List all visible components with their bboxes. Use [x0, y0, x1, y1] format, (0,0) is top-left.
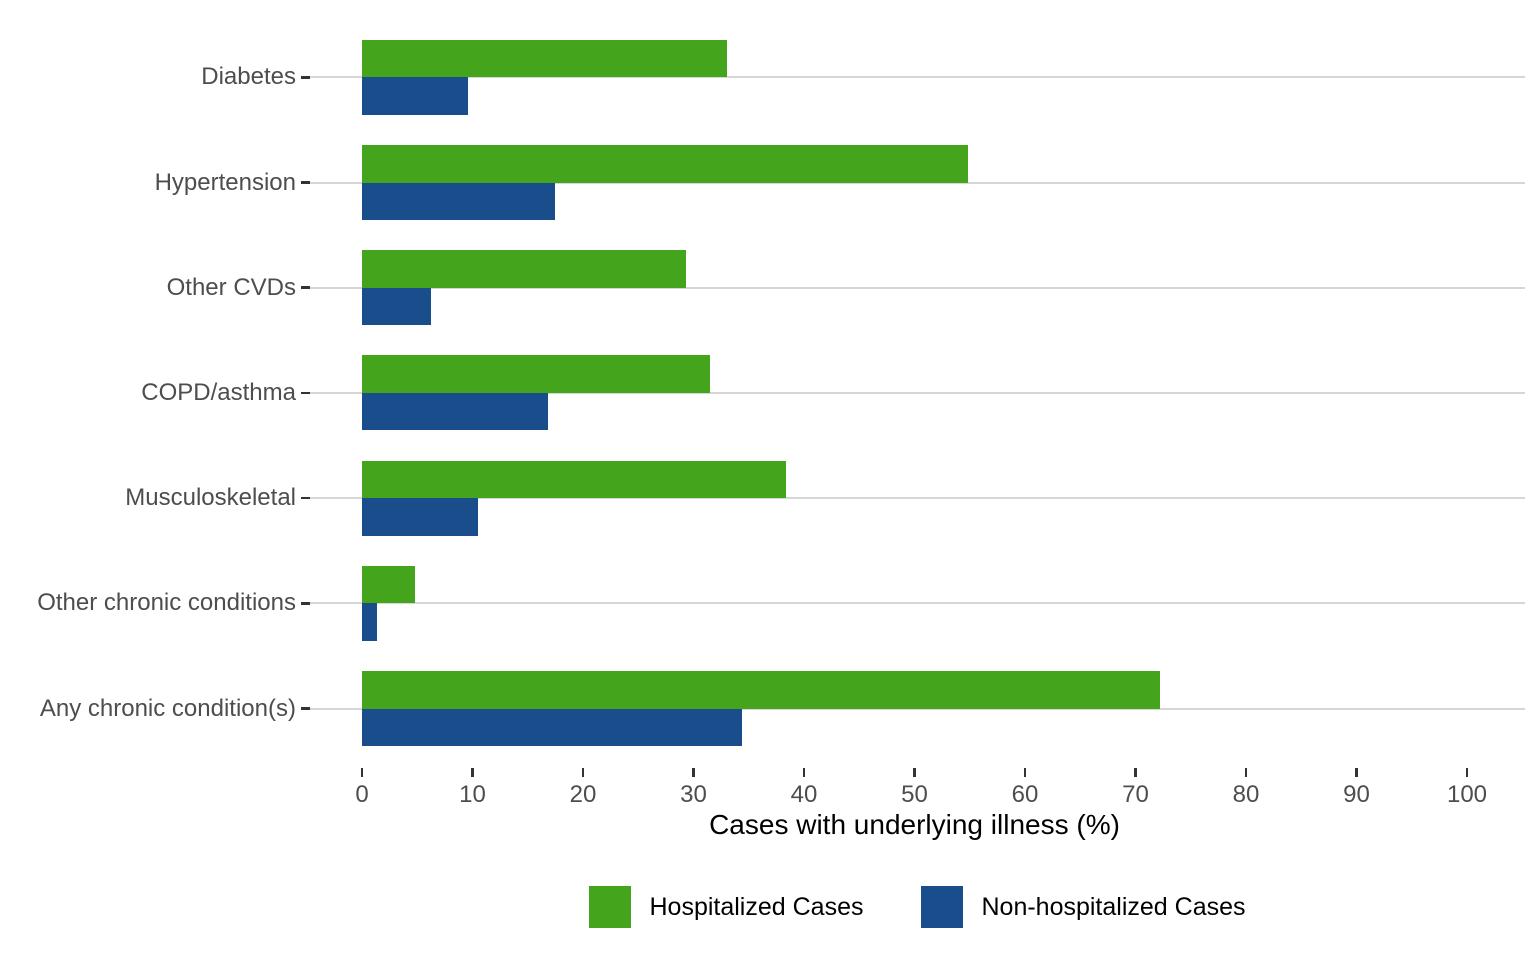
bar-hospitalized	[362, 671, 1160, 709]
bar-hospitalized	[362, 565, 416, 604]
y-axis-tick	[301, 286, 310, 289]
x-axis-title: Cases with underlying illness (%)	[709, 809, 1120, 840]
bar-non-hospitalized	[362, 287, 431, 326]
legend-label-hospitalized: Hospitalized Cases	[649, 892, 864, 921]
x-axis-tick-label: 70	[1122, 781, 1149, 808]
x-axis-tick-label: 20	[569, 781, 597, 808]
bar-non-hospitalized	[362, 708, 743, 746]
gridline	[310, 707, 1525, 710]
category-label: Hypertension	[154, 168, 296, 196]
x-axis-tick-label: 30	[680, 781, 707, 808]
category-label: Diabetes	[201, 63, 296, 91]
x-axis-tick	[913, 768, 916, 777]
y-axis-tick	[301, 707, 310, 710]
bar-hospitalized	[362, 250, 686, 288]
bar-non-hospitalized	[362, 77, 469, 115]
x-axis-tick-label: 80	[1232, 781, 1260, 808]
category-label: Other chronic conditions	[37, 589, 296, 617]
x-axis-tick-label: 50	[901, 781, 928, 808]
x-axis-tick	[1134, 768, 1137, 777]
bar-hospitalized	[362, 355, 711, 393]
gridline	[310, 76, 1525, 79]
x-axis-tick	[581, 768, 585, 777]
gridline	[310, 602, 1525, 605]
gridline	[310, 181, 1525, 184]
x-axis-tick	[360, 768, 364, 777]
gridline	[310, 497, 1525, 500]
gridline	[310, 391, 1525, 394]
x-axis-tick	[692, 768, 695, 777]
x-axis-tick-label: 10	[459, 781, 486, 808]
y-axis-tick	[301, 391, 310, 395]
x-axis-tick	[1465, 768, 1469, 777]
legend-label-non-hospitalized: Non-hospitalized Cases	[981, 892, 1246, 921]
y-axis-tick	[301, 181, 310, 184]
legend-swatch-non-hospitalized	[921, 886, 964, 928]
bar-hospitalized	[362, 460, 787, 499]
x-axis-tick-label: 0	[355, 781, 369, 808]
x-axis-tick	[802, 768, 806, 777]
x-axis-tick-label: 40	[790, 781, 818, 808]
category-label: COPD/asthma	[141, 378, 296, 406]
x-axis-tick	[471, 768, 474, 777]
x-axis-tick-label: 90	[1343, 781, 1370, 808]
x-axis-tick-label: 60	[1011, 781, 1039, 808]
x-axis-tick	[1355, 768, 1358, 777]
legend: Hospitalized Cases Non-hospitalized Case…	[310, 886, 1525, 928]
gridline	[310, 286, 1525, 289]
category-label: Other CVDs	[166, 273, 296, 301]
bar-non-hospitalized	[362, 498, 479, 536]
x-axis-tick-label: 100	[1446, 781, 1488, 808]
y-axis-tick	[301, 76, 310, 79]
bar-non-hospitalized	[362, 603, 378, 641]
y-axis-tick	[301, 496, 310, 500]
y-axis-tick	[301, 602, 310, 605]
x-axis-tick	[1244, 768, 1248, 777]
x-axis-tick	[1023, 768, 1027, 777]
category-label: Musculoskeletal	[125, 484, 296, 512]
legend-swatch-hospitalized	[589, 886, 632, 928]
category-label: Any chronic condition(s)	[39, 694, 296, 722]
bar-non-hospitalized	[362, 392, 548, 431]
bar-hospitalized	[362, 145, 968, 183]
bar-hospitalized	[362, 39, 727, 78]
bar-non-hospitalized	[362, 182, 556, 220]
